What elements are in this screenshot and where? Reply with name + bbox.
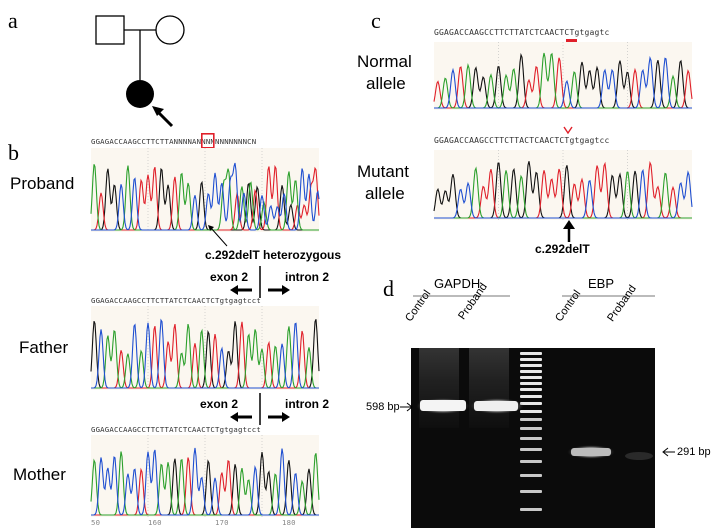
lane-label-gapdh-control: Control xyxy=(403,288,434,324)
proband-sequence: GGAGACCAAGCCTTCTTANNNNANNNNNNNNNNNCN xyxy=(91,137,257,146)
gapdh-label: GAPDH xyxy=(434,276,481,291)
intron-label-2: intron 2 xyxy=(285,397,329,411)
chromatogram-trace xyxy=(90,164,319,231)
ladder-band xyxy=(520,364,542,367)
exon-label-1: exon 2 xyxy=(210,270,249,284)
proband-affected-circle xyxy=(126,80,154,108)
chromatogram-trace xyxy=(434,160,692,219)
axis-tick-1: 50 xyxy=(91,518,101,527)
band-ebp-proband-faint xyxy=(625,452,653,460)
mutant-sequence: GGAGACCAAGCCTTCTTACTCAACTCTgtgagtcc xyxy=(434,136,610,145)
axis-tick-3: 170 xyxy=(215,518,229,527)
mother-chromatogram xyxy=(90,435,320,517)
band-598-label: 598 bp xyxy=(366,401,400,413)
panel-b-letter: b xyxy=(8,140,19,165)
proband-arrow-head xyxy=(152,106,164,116)
normal-allele-label-line1: Normal xyxy=(357,52,412,71)
normal-highlight-bar xyxy=(566,39,577,42)
lane-label-ebp-control: Control xyxy=(553,288,584,324)
mother-sequence: GGAGACCAAGCCTTCTTATCTCAACTCTgtgagtcct xyxy=(91,425,261,434)
chromatogram-trace xyxy=(91,323,319,389)
proband-label: Proband xyxy=(10,174,75,193)
mother-label: Mother xyxy=(13,465,66,484)
ladder-band xyxy=(520,395,542,398)
mutant-allele-label-line1: Mutant xyxy=(357,162,409,181)
father-square xyxy=(95,15,125,45)
ladder-band xyxy=(520,508,542,511)
ebp-label: EBP xyxy=(588,276,615,291)
chromatogram-trace xyxy=(434,168,693,219)
mutant-allele-label-line2: allele xyxy=(365,184,405,203)
mutation-pointer-arrow xyxy=(208,225,228,247)
father-sequence: GGAGACCAAGCCTTCTTATCTCAACTCTgtgagtcct xyxy=(91,296,261,305)
ladder-band xyxy=(520,410,542,413)
exon-label-2: exon 2 xyxy=(200,397,239,411)
proband-chromatogram xyxy=(90,148,320,232)
normal-chromatogram xyxy=(433,42,693,110)
group-underlines xyxy=(413,295,655,297)
lane-2-smear xyxy=(469,348,509,428)
band-598-arrow xyxy=(400,402,413,412)
chromatogram-trace xyxy=(434,55,692,109)
panel-a-letter: a xyxy=(8,8,18,33)
normal-allele-label-line2: allele xyxy=(366,74,406,93)
father-chromatogram xyxy=(90,306,320,390)
mutant-mutation-label: c.292delT xyxy=(535,242,590,256)
ladder-band xyxy=(520,370,542,373)
ladder-band xyxy=(520,474,542,477)
ladder-lane xyxy=(520,352,542,511)
chromatogram-trace xyxy=(91,318,319,389)
gel-image xyxy=(411,348,655,528)
ladder-band xyxy=(520,490,542,493)
lane-1-smear xyxy=(419,348,459,428)
proband-arrow xyxy=(156,110,174,128)
ladder-band xyxy=(520,448,542,451)
ladder-band xyxy=(520,358,542,361)
ladder-band xyxy=(520,460,542,463)
ladder-band xyxy=(520,376,542,379)
intron-label-1: intron 2 xyxy=(285,270,329,284)
ladder-band xyxy=(520,352,542,355)
father-label: Father xyxy=(19,338,69,357)
ladder-band xyxy=(520,402,542,405)
chromatogram-trace xyxy=(91,447,319,516)
proband-mutation-label: c.292delT heterozygous xyxy=(205,248,342,262)
pedigree xyxy=(95,15,185,128)
ladder-band xyxy=(520,418,542,421)
axis-tick-2: 160 xyxy=(148,518,162,527)
exon-intron-boundary-2 xyxy=(230,393,290,425)
proband-highlight-box xyxy=(201,133,215,149)
ladder-band xyxy=(520,427,542,430)
band-291-arrow xyxy=(662,447,675,457)
chromatogram-trace xyxy=(91,162,320,231)
mutant-chromatogram xyxy=(433,150,693,220)
panel-d-letter: d xyxy=(383,276,394,301)
chromatogram-trace xyxy=(90,451,320,516)
band-291-label: 291 bp xyxy=(677,446,711,458)
mutant-caret-marker xyxy=(563,126,573,135)
normal-sequence: GGAGACCAAGCCTTCTTATCTCAACTCTgtgagtc xyxy=(434,28,610,37)
mutant-site-arrow xyxy=(563,220,575,242)
mother-circle xyxy=(155,15,185,45)
exon-intron-boundary-1 xyxy=(230,266,290,298)
axis-tick-4: 180 xyxy=(282,518,296,527)
ladder-band xyxy=(520,382,542,385)
panel-c-letter: c xyxy=(371,8,381,33)
ladder-band xyxy=(520,388,542,391)
ladder-band xyxy=(520,437,542,440)
